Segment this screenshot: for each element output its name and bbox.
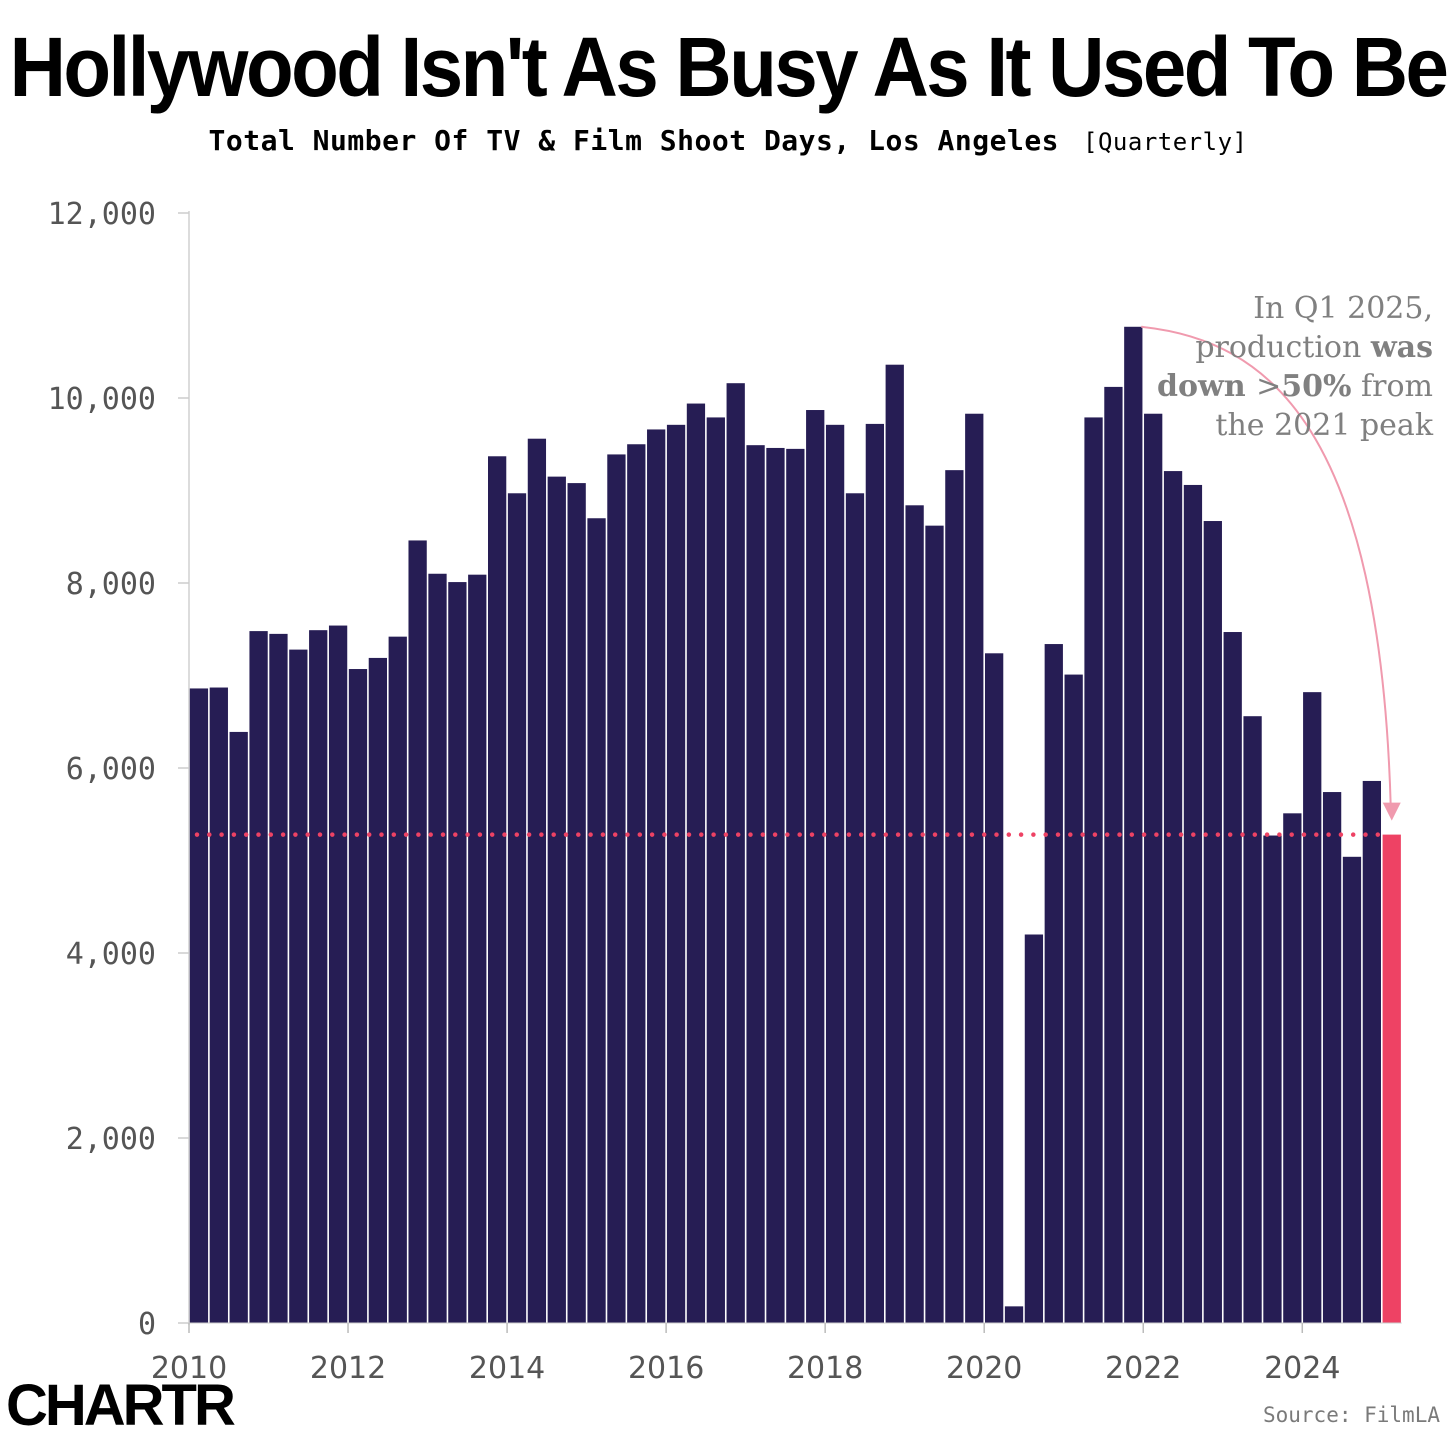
bar-2023-q4 xyxy=(1283,813,1302,1323)
bar-2020-q1 xyxy=(985,653,1004,1323)
bar-2023-q3 xyxy=(1263,835,1282,1323)
bar-2015-q1 xyxy=(587,518,606,1323)
x-tick-label: 2012 xyxy=(310,1351,386,1386)
bar-2024-q3 xyxy=(1342,856,1362,1323)
annotation-line-3: down >50% from xyxy=(1157,369,1433,404)
x-tick-label: 2020 xyxy=(946,1351,1022,1386)
y-tick-label: 8,000 xyxy=(66,567,156,602)
chart-title: Hollywood Isn't As Busy As It Used To Be xyxy=(9,19,1449,115)
bar-2015-q3 xyxy=(627,444,646,1323)
bar-2012-q4 xyxy=(408,540,427,1323)
bar-2014-q4 xyxy=(567,483,586,1324)
bar-2016-q3 xyxy=(706,417,725,1323)
bar-2020-q2 xyxy=(1004,1306,1024,1323)
y-tick-label: 2,000 xyxy=(66,1122,156,1157)
annotation-line-1: In Q1 2025, xyxy=(1253,291,1433,326)
bar-2018-q1 xyxy=(825,424,845,1323)
bar-2017-q4 xyxy=(806,410,825,1323)
annotation-line-4: the 2021 peak xyxy=(1215,408,1433,443)
subtitle-text: Total Number Of TV & Film Shoot Days, Lo… xyxy=(208,124,1060,157)
bar-2010-q2 xyxy=(209,687,228,1323)
bar-2024-q4 xyxy=(1362,780,1381,1323)
bar-2021-q1 xyxy=(1064,674,1083,1323)
bar-2011-q2 xyxy=(289,649,308,1323)
bar-2019-q3 xyxy=(945,470,964,1323)
bar-2020-q4 xyxy=(1044,644,1063,1323)
bar-2024-q2 xyxy=(1322,792,1342,1323)
bar-2021-q4 xyxy=(1124,326,1143,1323)
bar-2010-q4 xyxy=(249,631,268,1323)
bar-2020-q3 xyxy=(1024,934,1044,1323)
x-tick-label: 2014 xyxy=(469,1351,545,1386)
annotation-arrowhead xyxy=(1382,802,1401,821)
bar-2015-q2 xyxy=(607,454,626,1323)
bar-2011-q1 xyxy=(269,633,288,1323)
bar-2016-q4 xyxy=(726,383,745,1323)
bar-2022-q1 xyxy=(1144,413,1163,1324)
x-tick-label: 2010 xyxy=(151,1351,227,1386)
bar-2014-q1 xyxy=(507,493,527,1323)
bar-2013-q2 xyxy=(448,582,467,1323)
bar-2016-q1 xyxy=(666,424,686,1323)
source-note: Source: FilmLA xyxy=(1262,1403,1440,1427)
bar-2010-q1 xyxy=(189,688,209,1323)
bar-2012-q1 xyxy=(348,669,368,1323)
bar-2013-q4 xyxy=(488,456,507,1323)
y-tick-label: 0 xyxy=(138,1307,156,1342)
bar-2013-q3 xyxy=(468,574,487,1323)
y-tick-label: 4,000 xyxy=(66,937,156,972)
x-tick-label: 2018 xyxy=(787,1351,863,1386)
x-tick-label: 2016 xyxy=(628,1351,704,1386)
bar-2011-q3 xyxy=(309,630,328,1323)
y-tick-label: 10,000 xyxy=(48,382,156,417)
annotation-arrow-line xyxy=(1141,325,1392,807)
bar-2021-q2 xyxy=(1084,417,1103,1323)
bar-2017-q3 xyxy=(786,448,805,1323)
bar-2014-q3 xyxy=(547,476,566,1323)
bar-2019-q4 xyxy=(965,413,984,1324)
bar-2012-q3 xyxy=(388,636,407,1323)
bar-2018-q4 xyxy=(885,364,904,1323)
bar-2022-q2 xyxy=(1163,471,1183,1323)
y-tick-label: 6,000 xyxy=(66,752,156,787)
bar-2018-q3 xyxy=(865,423,884,1323)
bar-2019-q1 xyxy=(905,505,924,1323)
bar-2023-q1 xyxy=(1223,632,1242,1323)
bar-2024-q1 xyxy=(1303,692,1322,1323)
x-tick-label: 2024 xyxy=(1264,1351,1340,1386)
frequency-label: [Quarterly] xyxy=(1083,128,1248,156)
bar-2016-q2 xyxy=(686,403,706,1323)
chartr-logo: CHARTR xyxy=(6,1373,236,1438)
bar-2022-q3 xyxy=(1183,484,1203,1323)
bar-2015-q4 xyxy=(647,429,666,1323)
bar-2023-q2 xyxy=(1243,716,1262,1323)
y-tick-label: 12,000 xyxy=(48,197,156,232)
bar-2019-q2 xyxy=(925,525,944,1323)
bar-highlight xyxy=(1382,834,1401,1323)
bar-2021-q3 xyxy=(1104,386,1123,1323)
bar-2017-q1 xyxy=(746,445,765,1323)
annotation-line-2: production was xyxy=(1195,330,1433,365)
chart-subtitle: Total Number Of TV & Film Shoot Days, Lo… xyxy=(0,124,1456,157)
bar-2014-q2 xyxy=(527,438,547,1323)
x-tick-label: 2022 xyxy=(1105,1351,1181,1386)
bar-2018-q2 xyxy=(845,493,865,1323)
bar-2010-q3 xyxy=(229,731,248,1323)
bar-2011-q4 xyxy=(328,625,348,1323)
bar-2013-q1 xyxy=(428,573,447,1323)
bar-2017-q2 xyxy=(766,447,785,1323)
bar-2022-q4 xyxy=(1203,521,1222,1323)
bar-2012-q2 xyxy=(368,657,387,1323)
